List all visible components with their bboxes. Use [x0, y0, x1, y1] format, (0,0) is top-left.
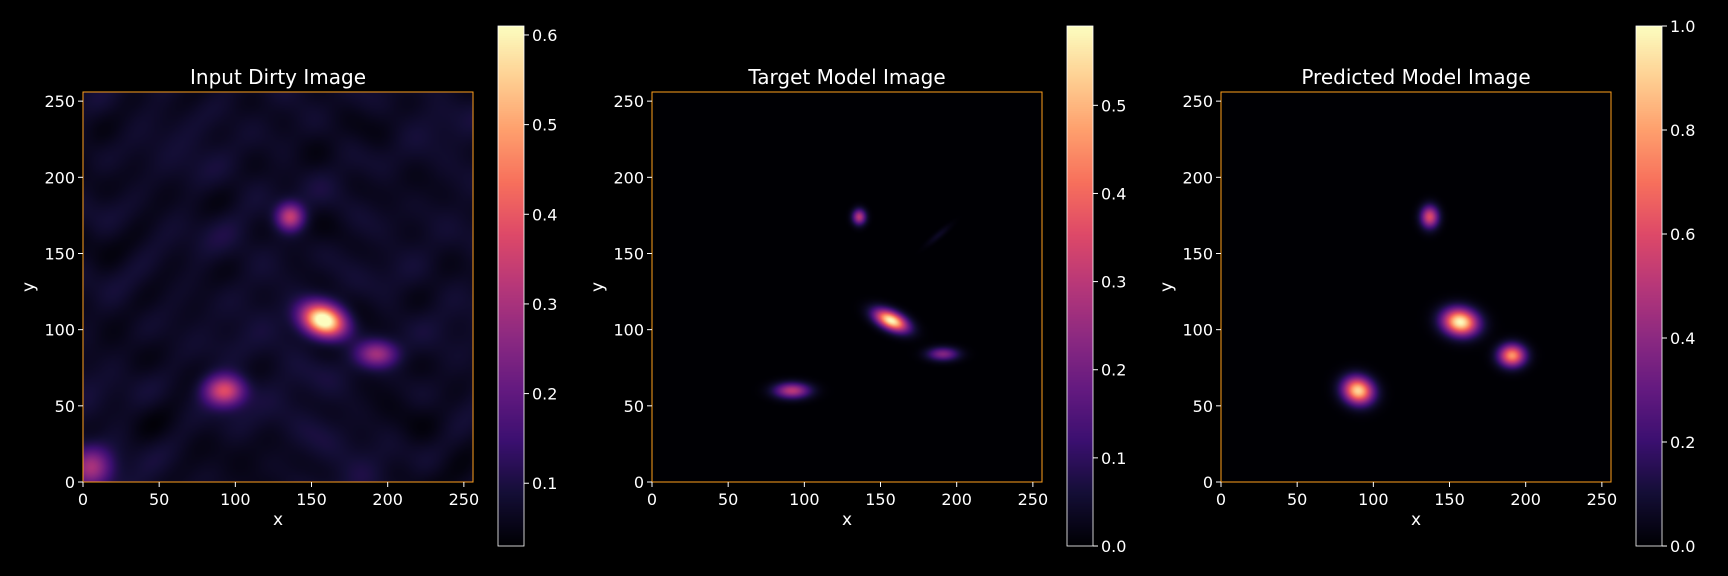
y-tick-label: 100: [1182, 321, 1213, 340]
colorbar-tick-label: 0.2: [1670, 433, 1695, 452]
x-tick-label: 0: [78, 490, 88, 509]
colorbar-frame: [1635, 25, 1663, 547]
y-tick-label: 250: [613, 92, 644, 111]
colorbar-tick-label: 1.0: [1670, 17, 1695, 36]
x-tick-label: 100: [789, 490, 820, 509]
y-tick-label: 200: [44, 168, 75, 187]
y-axis: 0 50 100 150 200 250: [613, 92, 652, 492]
colorbar-tick-label: 0.2: [1101, 361, 1126, 380]
colorbar-tick-label: 0.5: [1101, 96, 1126, 115]
y-tick-label: 100: [613, 321, 644, 340]
x-tick-label: 100: [1358, 490, 1389, 509]
x-tick-label: 250: [449, 490, 480, 509]
colorbar-tick-label: 0.6: [532, 26, 557, 45]
y-tick-label: 0: [1203, 473, 1213, 492]
colorbar-tick-label: 0.6: [1670, 225, 1695, 244]
x-tick-label: 100: [220, 490, 251, 509]
colorbar-tick-label: 0.8: [1670, 121, 1695, 140]
plot-frame: [651, 91, 1043, 483]
colorbar: 0.1 0.2 0.3 0.4 0.5 0.6: [497, 25, 557, 547]
x-tick-label: 250: [1587, 490, 1618, 509]
x-tick-label: 150: [865, 490, 896, 509]
colorbar-frame: [1066, 25, 1094, 547]
x-tick-label: 50: [1287, 490, 1307, 509]
x-axis: 0 50 100 150 200 250: [647, 482, 1048, 509]
colorbar-tick-label: 0.4: [532, 205, 557, 224]
x-tick-label: 50: [149, 490, 169, 509]
x-tick-label: 0: [1216, 490, 1226, 509]
colorbar-tick-label: 0.5: [532, 116, 557, 135]
panel-title: Input Dirty Image: [190, 65, 366, 89]
colorbar-tick-label: 0.4: [1670, 329, 1695, 348]
heatmap-image: [1221, 92, 1611, 482]
colorbar-ticks: 0.0 0.2 0.4 0.6 0.8 1.0: [1662, 17, 1695, 556]
plot-frame: [82, 91, 474, 483]
panel-target-model-image: Target Model Image 0 50 100 150 200 250 0 50 10…: [588, 25, 1126, 556]
y-axis: 0 50 100 150 200 250: [44, 92, 83, 492]
x-axis: 0 50 100 150 200 250: [1216, 482, 1617, 509]
y-tick-label: 50: [1193, 397, 1213, 416]
x-tick-label: 200: [372, 490, 403, 509]
colorbar-tick-label: 0.4: [1101, 184, 1126, 203]
y-tick-label: 150: [1182, 244, 1213, 263]
panel-input-dirty-image: Input Dirty Image 0 50 100 150 200 250 0 50 100…: [19, 25, 557, 547]
x-axis-label: x: [1411, 510, 1421, 530]
y-axis-label: y: [588, 282, 608, 292]
colorbar-gradient: [1636, 26, 1662, 546]
y-tick-label: 150: [44, 244, 75, 263]
heatmap-image: [652, 92, 1042, 482]
x-tick-label: 250: [1018, 490, 1049, 509]
colorbar-tick-label: 0.1: [532, 474, 557, 493]
colorbar: 0.0 0.2 0.4 0.6 0.8 1.0: [1635, 17, 1695, 556]
y-tick-label: 50: [624, 397, 644, 416]
colorbar: 0.0 0.1 0.2 0.3 0.4 0.5: [1066, 25, 1126, 556]
y-tick-label: 0: [634, 473, 644, 492]
x-tick-label: 200: [941, 490, 972, 509]
x-tick-label: 150: [1434, 490, 1465, 509]
plot-frame: [1220, 91, 1612, 483]
colorbar-tick-label: 0.2: [532, 385, 557, 404]
x-tick-label: 0: [647, 490, 657, 509]
colorbar-gradient: [1067, 26, 1093, 546]
y-axis-label: y: [19, 282, 39, 292]
y-tick-label: 100: [44, 321, 75, 340]
colorbar-ticks: 0.0 0.1 0.2 0.3 0.4 0.5: [1093, 96, 1126, 556]
x-tick-label: 150: [296, 490, 327, 509]
y-tick-label: 50: [55, 397, 75, 416]
y-tick-label: 250: [44, 92, 75, 111]
colorbar-tick-label: 0.0: [1670, 537, 1695, 556]
x-tick-label: 50: [718, 490, 738, 509]
colorbar-tick-label: 0.3: [1101, 273, 1126, 292]
colorbar-tick-label: 0.1: [1101, 449, 1126, 468]
x-tick-label: 200: [1510, 490, 1541, 509]
colorbar-tick-label: 0.3: [532, 295, 557, 314]
x-axis-label: x: [273, 510, 283, 530]
y-tick-label: 200: [1182, 168, 1213, 187]
colorbar-gradient: [498, 26, 524, 546]
colorbar-tick-label: 0.0: [1101, 537, 1126, 556]
y-tick-label: 200: [613, 168, 644, 187]
x-axis: 0 50 100 150 200 250: [78, 482, 479, 509]
colorbar-frame: [497, 25, 525, 547]
y-axis: 0 50 100 150 200 250: [1182, 92, 1221, 492]
x-axis-label: x: [842, 510, 852, 530]
panel-predicted-model-image: Predicted Model Image 0 50 100 150 200 250 0 5…: [1157, 17, 1695, 556]
heatmap-image: [83, 92, 473, 482]
colorbar-ticks: 0.1 0.2 0.3 0.4 0.5 0.6: [524, 26, 557, 493]
panel-title: Target Model Image: [747, 65, 945, 89]
y-tick-label: 150: [613, 244, 644, 263]
y-tick-label: 250: [1182, 92, 1213, 111]
y-tick-label: 0: [65, 473, 75, 492]
y-axis-label: y: [1157, 282, 1177, 292]
panel-title: Predicted Model Image: [1301, 65, 1530, 89]
